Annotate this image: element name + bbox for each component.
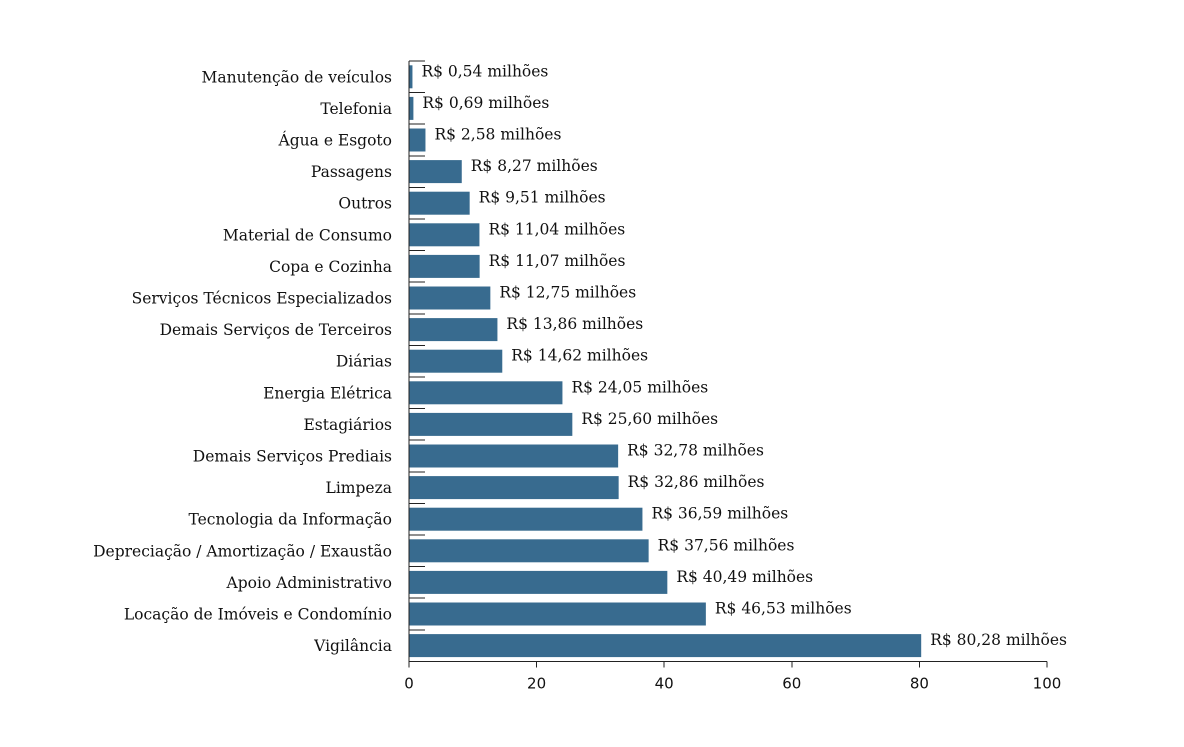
category-label: Telefonia bbox=[320, 100, 392, 118]
data-label: R$ 11,07 milhões bbox=[489, 252, 626, 270]
category-label: Demais Serviços de Terceiros bbox=[160, 321, 392, 339]
bar bbox=[409, 444, 619, 468]
category-label: Serviços Técnicos Especializados bbox=[132, 290, 392, 308]
data-label: R$ 37,56 milhões bbox=[658, 536, 795, 554]
category-label: Depreciação / Amortização / Exaustão bbox=[93, 542, 392, 560]
bars-layer bbox=[409, 65, 922, 658]
bar bbox=[409, 476, 619, 500]
bar bbox=[409, 349, 503, 373]
category-label: Material de Consumo bbox=[223, 226, 392, 244]
category-label: Copa e Cozinha bbox=[269, 258, 392, 276]
data-label: R$ 32,86 milhões bbox=[628, 473, 765, 491]
data-label: R$ 13,86 milhões bbox=[506, 315, 643, 333]
bar bbox=[409, 634, 922, 658]
bar bbox=[409, 286, 491, 310]
bar bbox=[409, 223, 480, 247]
bar bbox=[409, 507, 643, 531]
bar bbox=[409, 254, 480, 278]
bar bbox=[409, 128, 426, 152]
category-label: Energia Elétrica bbox=[263, 384, 392, 402]
data-label: R$ 12,75 milhões bbox=[499, 284, 636, 302]
data-label: R$ 8,27 milhões bbox=[471, 157, 598, 175]
category-label: Vigilância bbox=[313, 637, 392, 655]
category-label: Passagens bbox=[311, 163, 392, 181]
data-label: R$ 40,49 milhões bbox=[676, 568, 813, 586]
bar bbox=[409, 570, 668, 594]
bar bbox=[409, 412, 573, 436]
bar bbox=[409, 539, 649, 563]
category-label: Demais Serviços Prediais bbox=[193, 448, 392, 466]
data-label: R$ 25,60 milhões bbox=[581, 410, 718, 428]
data-labels-layer: R$ 0,54 milhões R$ 0,69 milhões R$ 2,58 mi… bbox=[421, 62, 1067, 649]
category-labels-layer: Manutenção de veículos Telefonia Água e Es… bbox=[93, 68, 392, 655]
category-label: Estagiários bbox=[303, 416, 392, 434]
data-label: R$ 9,51 milhões bbox=[479, 189, 606, 207]
data-label: R$ 0,54 milhões bbox=[421, 62, 548, 80]
category-label: Manutenção de veículos bbox=[202, 68, 393, 86]
data-label: R$ 46,53 milhões bbox=[715, 600, 852, 618]
bar bbox=[409, 65, 413, 89]
data-label: R$ 11,04 milhões bbox=[488, 220, 625, 238]
data-label: R$ 24,05 milhões bbox=[571, 378, 708, 396]
data-label: R$ 32,78 milhões bbox=[627, 442, 764, 460]
category-label: Outros bbox=[338, 195, 392, 213]
data-label: R$ 2,58 milhões bbox=[434, 126, 561, 144]
category-label: Locação de Imóveis e Condomínio bbox=[124, 606, 392, 624]
x-tick-label: 40 bbox=[655, 674, 674, 692]
bar bbox=[409, 160, 462, 184]
bar bbox=[409, 602, 706, 626]
bar bbox=[409, 191, 470, 215]
x-tick-label: 20 bbox=[527, 674, 546, 692]
category-label: Tecnologia da Informação bbox=[188, 511, 392, 529]
category-label: Apoio Administrativo bbox=[226, 574, 392, 592]
x-tick-label: 60 bbox=[782, 674, 801, 692]
data-label: R$ 36,59 milhões bbox=[651, 505, 788, 523]
category-label: Diárias bbox=[336, 353, 392, 371]
bar bbox=[409, 318, 498, 342]
data-label: R$ 80,28 milhões bbox=[930, 631, 1067, 649]
data-label: R$ 14,62 milhões bbox=[511, 347, 648, 365]
data-label: R$ 0,69 milhões bbox=[422, 94, 549, 112]
x-tick-label: 0 bbox=[404, 674, 414, 692]
axes-layer: 0 20 40 60 80 100 bbox=[404, 60, 1062, 692]
bar bbox=[409, 381, 563, 405]
bar bbox=[409, 96, 414, 120]
x-tick-label: 100 bbox=[1033, 674, 1062, 692]
category-label: Limpeza bbox=[326, 479, 392, 497]
x-tick-label: 80 bbox=[910, 674, 929, 692]
category-label: Água e Esgoto bbox=[278, 132, 392, 150]
